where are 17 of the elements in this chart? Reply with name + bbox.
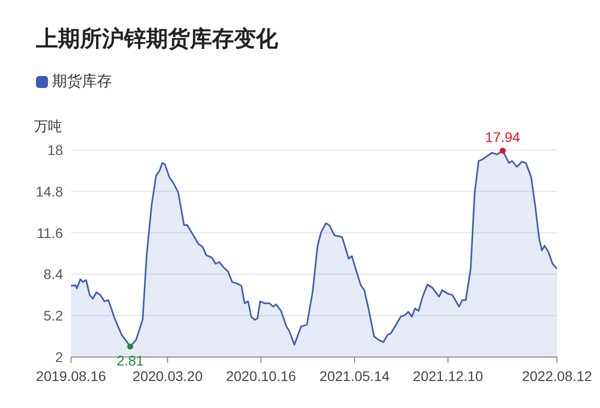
annotation: 2.81 bbox=[116, 352, 144, 368]
x-tick-label: 2021.12.10 bbox=[412, 368, 484, 384]
y-tick-label: 11.6 bbox=[36, 224, 64, 241]
x-tick-label: 2019.08.16 bbox=[36, 368, 106, 384]
y-tick-label: 18 bbox=[47, 142, 64, 158]
legend-label: 期货库存 bbox=[51, 72, 112, 91]
x-tick-label: 2021.05.14 bbox=[319, 368, 390, 384]
x-tick-label: 2020.03.20 bbox=[132, 368, 203, 384]
y-tick-label: 5.2 bbox=[44, 308, 64, 324]
x-tick-label: 2022.08.12 bbox=[522, 368, 592, 384]
y-tick-label: 2 bbox=[55, 348, 64, 365]
y-tick-label: 14.8 bbox=[36, 183, 64, 200]
annotation: 17.94 bbox=[485, 128, 520, 145]
y-axis-title: 万吨 bbox=[34, 118, 62, 136]
x-tick-label: 2020.10.16 bbox=[226, 368, 296, 384]
y-tick-label: 8.4 bbox=[44, 266, 64, 282]
chart-title: 上期所沪锌期货库存变化 bbox=[36, 25, 278, 53]
